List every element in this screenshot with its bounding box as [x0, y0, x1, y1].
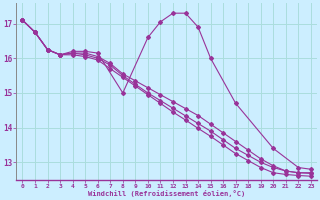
X-axis label: Windchill (Refroidissement éolien,°C): Windchill (Refroidissement éolien,°C): [88, 190, 245, 197]
